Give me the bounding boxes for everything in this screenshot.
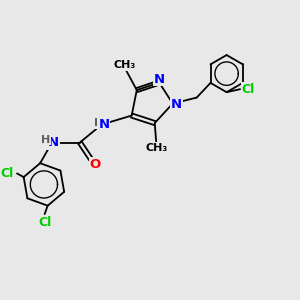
Text: CH₃: CH₃ [114,60,136,70]
Text: Cl: Cl [1,167,14,180]
Text: H: H [41,134,51,145]
Text: O: O [90,158,101,171]
Text: CH₃: CH₃ [145,143,167,153]
Text: Cl: Cl [242,83,255,96]
Text: N: N [98,118,110,131]
Text: H: H [94,118,103,128]
Text: N: N [171,98,182,111]
Text: N: N [154,73,165,85]
Text: N: N [48,136,59,149]
Text: Cl: Cl [38,216,51,229]
